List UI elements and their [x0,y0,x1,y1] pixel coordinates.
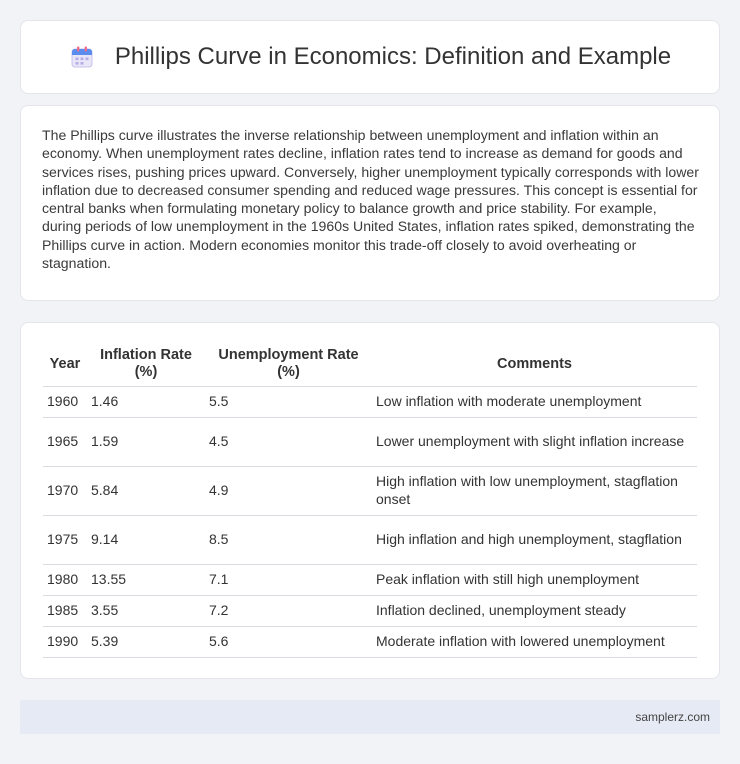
cell-unemployment: 5.5 [205,386,372,418]
intro-card: The Phillips curve illustrates the inver… [20,105,720,301]
cell-comment: High inflation with low unemployment, st… [372,466,697,516]
table-row: 1975 9.14 8.5 High inflation and high un… [43,515,697,565]
cell-comment: Lower unemployment with slight inflation… [372,417,697,467]
cell-unemployment: 7.1 [205,564,372,596]
cell-comment: Low inflation with moderate unemployment [372,386,697,418]
cell-comment: Peak inflation with still high unemploym… [372,564,697,596]
table-row: 1985 3.55 7.2 Inflation declined, unempl… [43,595,697,627]
header-unemployment: Unemployment Rate (%) [205,343,372,387]
cell-year: 1990 [43,626,87,658]
footer-source-link[interactable]: samplerz.com [635,710,710,724]
calendar-icon [69,44,95,70]
header-year: Year [43,343,87,387]
intro-paragraph: The Phillips curve illustrates the inver… [42,127,699,272]
cell-inflation: 13.55 [87,564,205,596]
cell-comment: Moderate inflation with lowered unemploy… [372,626,697,658]
table-header-row: Year Inflation Rate (%) Unemployment Rat… [43,343,697,387]
cell-inflation: 5.39 [87,626,205,658]
cell-year: 1970 [43,466,87,516]
cell-inflation: 9.14 [87,515,205,565]
header-comments: Comments [372,343,697,387]
cell-unemployment: 7.2 [205,595,372,627]
header-inflation: Inflation Rate (%) [87,343,205,387]
table-row: 1970 5.84 4.9 High inflation with low un… [43,466,697,516]
table-row: 1965 1.59 4.5 Lower unemployment with sl… [43,417,697,467]
phillips-data-table: Year Inflation Rate (%) Unemployment Rat… [43,343,697,658]
cell-comment: Inflation declined, unemployment steady [372,595,697,627]
cell-year: 1960 [43,386,87,418]
table-row: 1960 1.46 5.5 Low inflation with moderat… [43,386,697,418]
footer-bar: samplerz.com [20,700,720,734]
table-row: 1980 13.55 7.1 Peak inflation with still… [43,564,697,596]
cell-year: 1980 [43,564,87,596]
table-row: 1990 5.39 5.6 Moderate inflation with lo… [43,626,697,658]
page-title: Phillips Curve in Economics: Definition … [114,43,672,70]
cell-inflation: 1.59 [87,417,205,467]
cell-comment: High inflation and high unemployment, st… [372,515,697,565]
data-table-card: Year Inflation Rate (%) Unemployment Rat… [20,322,720,679]
cell-unemployment: 8.5 [205,515,372,565]
cell-inflation: 1.46 [87,386,205,418]
header-card: Phillips Curve in Economics: Definition … [20,20,720,94]
cell-unemployment: 4.9 [205,466,372,516]
cell-inflation: 5.84 [87,466,205,516]
cell-year: 1985 [43,595,87,627]
cell-year: 1975 [43,515,87,565]
cell-inflation: 3.55 [87,595,205,627]
cell-unemployment: 4.5 [205,417,372,467]
cell-year: 1965 [43,417,87,467]
cell-unemployment: 5.6 [205,626,372,658]
